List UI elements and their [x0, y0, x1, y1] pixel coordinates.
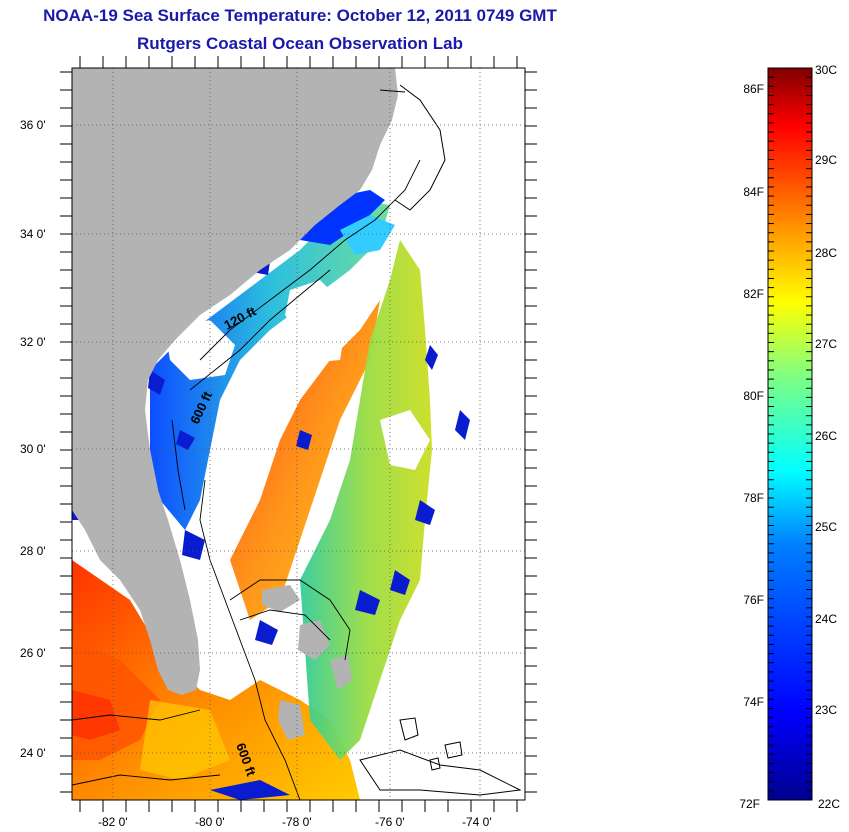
map-subtitle: Rutgers Coastal Ocean Observation Lab [137, 34, 463, 53]
celsius-label: 22C [818, 797, 840, 811]
lat-label: 26 0' [20, 646, 46, 660]
fahrenheit-label: 84F [743, 185, 764, 199]
celsius-label: 25C [815, 520, 837, 534]
lat-label: 34 0' [20, 227, 46, 241]
lon-label: -80 0' [195, 815, 225, 829]
celsius-label: 27C [815, 337, 837, 351]
island-outlines [359, 84, 522, 796]
lat-label: 30 0' [20, 442, 46, 456]
map-frame [71, 67, 526, 801]
sst-coastal [150, 200, 390, 530]
colorbar-celsius-labels: 30C 29C 28C 27C 26C 25C 24C 23C 22C [815, 63, 840, 811]
cloud-edge-specks [72, 260, 470, 800]
fahrenheit-label: 74F [743, 695, 764, 709]
fahrenheit-label: 80F [743, 389, 764, 403]
lon-label: -74 0' [462, 815, 492, 829]
map-plot: 120 ft 600 ft 600 ft [72, 68, 525, 800]
celsius-label: 24C [815, 612, 837, 626]
bathymetry-contours [72, 159, 421, 800]
land-mainland [72, 68, 398, 695]
colorbar-ticks [768, 67, 812, 801]
sst-gulfstream [230, 300, 380, 620]
fahrenheit-label: 76F [743, 593, 764, 607]
fahrenheit-label: 78F [743, 491, 764, 505]
celsius-label: 30C [815, 63, 837, 77]
axis-ticks [60, 56, 537, 812]
lon-label: -76 0' [375, 815, 405, 829]
lat-label: 28 0' [20, 544, 46, 558]
lon-label: -82 0' [98, 815, 128, 829]
map-title: NOAA-19 Sea Surface Temperature: October… [43, 6, 557, 25]
longitude-labels: -82 0' -80 0' -78 0' -76 0' -74 0' [98, 815, 492, 829]
lon-label: -78 0' [282, 815, 312, 829]
celsius-label: 26C [815, 429, 837, 443]
lat-label: 32 0' [20, 335, 46, 349]
land-bahamas [262, 585, 352, 740]
fahrenheit-label: 72F [739, 797, 760, 811]
colorbar [767, 67, 813, 801]
latitude-labels: 36 0' 34 0' 32 0' 30 0' 28 0' 26 0' 24 0… [20, 118, 46, 760]
colorbar-fahrenheit-labels: 86F 84F 82F 80F 78F 76F 74F 72F [739, 82, 764, 811]
celsius-label: 23C [815, 703, 837, 717]
celsius-label: 29C [815, 153, 837, 167]
lat-label: 36 0' [20, 118, 46, 132]
fahrenheit-label: 82F [743, 287, 764, 301]
lat-label: 24 0' [20, 746, 46, 760]
sst-offshore [300, 240, 432, 760]
celsius-label: 28C [815, 246, 837, 260]
fahrenheit-label: 86F [743, 82, 764, 96]
